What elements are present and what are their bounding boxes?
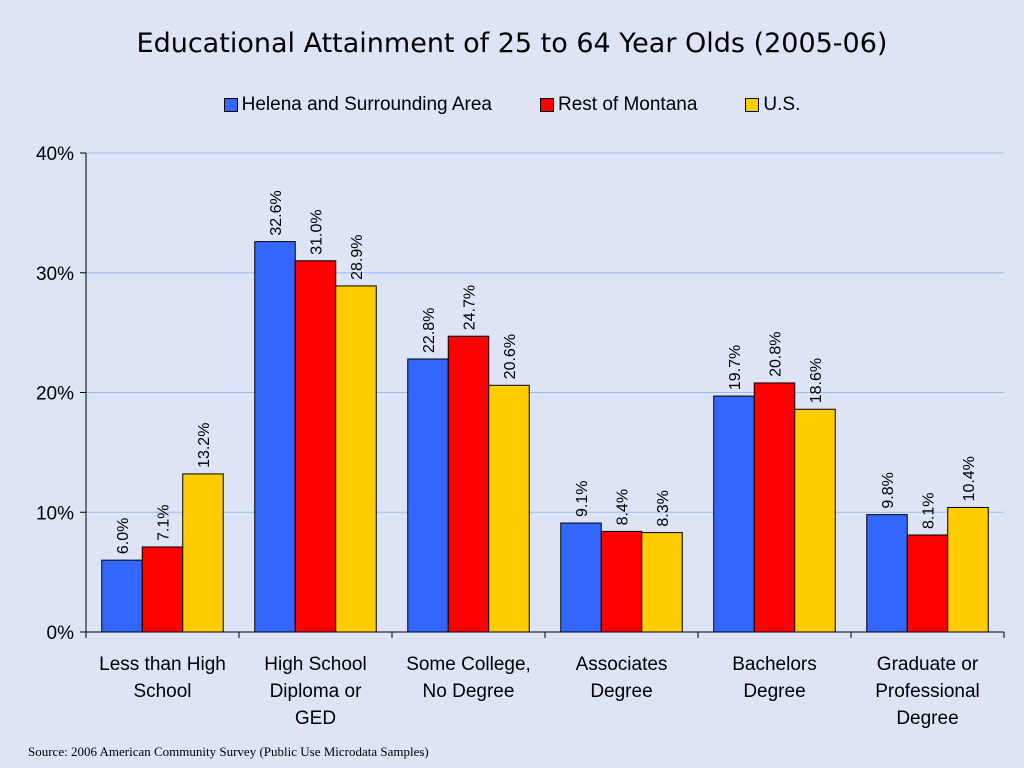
x-tick-label-line: No Degree: [423, 681, 515, 702]
x-tick-label-line: School: [133, 681, 191, 702]
data-label: 31.0%: [309, 209, 326, 254]
data-label: 13.2%: [196, 423, 213, 468]
x-tick-label-line: High School: [264, 654, 366, 675]
data-label: 10.4%: [961, 456, 978, 501]
bar: [641, 532, 683, 633]
bar: [488, 384, 530, 633]
data-label: 8.1%: [921, 493, 938, 529]
bar: [101, 559, 143, 633]
data-label: 24.7%: [462, 285, 479, 330]
bar: [182, 473, 224, 633]
legend-label: Helena and Surrounding Area: [241, 94, 492, 115]
x-tick-label-line: GED: [295, 708, 336, 729]
chart-title: Educational Attainment of 25 to 64 Year …: [136, 28, 888, 59]
bar: [947, 506, 989, 633]
x-tick-label-line: Professional: [875, 681, 980, 702]
legend-item: Helena and Surrounding Area: [223, 94, 492, 116]
x-tick-label: Graduate or Professional Degree: [875, 654, 980, 729]
x-tick-label-line: Graduate or: [877, 654, 979, 675]
x-tick-label: Less than High School: [99, 654, 226, 702]
data-label: 18.6%: [808, 358, 825, 403]
legend-swatch: [223, 98, 238, 112]
bar: [294, 260, 337, 633]
x-tick-label: Some College, No Degree: [406, 654, 531, 702]
legend-label: U.S.: [763, 94, 801, 115]
bar: [794, 408, 836, 633]
bar: [713, 395, 755, 633]
data-label: 20.8%: [768, 332, 785, 377]
y-tick-label: 10%: [36, 503, 74, 524]
x-tick-label-line: Less than High: [99, 654, 226, 675]
legend: Helena and Surrounding Area Rest of Monta…: [0, 94, 1024, 116]
bar: [141, 546, 184, 633]
data-label: 8.4%: [615, 489, 632, 525]
bar: [447, 335, 490, 633]
data-label: 9.1%: [574, 481, 591, 517]
x-tick-label-line: Bachelors: [732, 654, 817, 675]
data-label: 20.6%: [502, 334, 519, 379]
x-tick-label: High School Diploma or GED: [264, 654, 366, 729]
bar: [560, 522, 602, 633]
x-tick-label: Bachelors Degree: [732, 654, 817, 702]
legend-item: U.S.: [745, 94, 800, 116]
legend-label: Rest of Montana: [557, 94, 698, 115]
y-tick-label: 30%: [36, 264, 74, 285]
data-label: 32.6%: [268, 190, 285, 235]
x-tick-label-line: Degree: [590, 681, 652, 702]
y-tick-label: 20%: [36, 384, 74, 405]
y-tick-label: 0%: [47, 623, 75, 644]
bar: [600, 530, 643, 633]
x-tick-label-line: Degree: [896, 708, 958, 729]
bar: [866, 514, 908, 633]
data-label: 7.1%: [156, 505, 173, 541]
legend-swatch: [745, 98, 760, 112]
y-tick-label: 40%: [36, 144, 74, 165]
data-label: 19.7%: [727, 345, 744, 390]
x-tick-label-line: Degree: [743, 681, 805, 702]
data-label: 22.8%: [421, 308, 438, 353]
x-tick-label-line: Some College,: [406, 654, 531, 675]
bar: [335, 285, 377, 633]
x-tick-label: Associates Degree: [576, 654, 668, 702]
bar: [906, 534, 949, 633]
source-note: Source: 2006 American Community Survey (…: [28, 744, 429, 759]
data-label: 9.8%: [880, 472, 897, 508]
x-tick-label-line: Diploma or: [270, 681, 363, 702]
data-label: 8.3%: [655, 490, 672, 526]
bar: [753, 382, 796, 633]
legend-swatch: [539, 98, 554, 112]
data-label: 28.9%: [349, 235, 366, 280]
bar: [254, 241, 296, 633]
data-label: 6.0%: [115, 518, 132, 554]
legend-item: Rest of Montana: [539, 94, 698, 116]
bar: [407, 358, 449, 633]
x-tick-label-line: Associates: [576, 654, 668, 675]
